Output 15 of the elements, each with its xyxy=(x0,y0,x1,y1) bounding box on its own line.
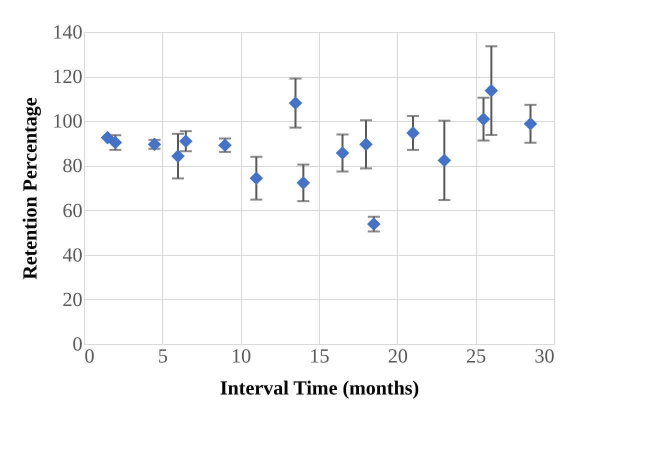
y-tick-label: 100 xyxy=(52,110,82,133)
y-tick-label: 120 xyxy=(52,66,82,88)
x-tick-label: 25 xyxy=(466,346,486,368)
y-tick-label: 60 xyxy=(62,200,82,222)
y-tick-label: 140 xyxy=(52,22,82,44)
x-tick-label: 10 xyxy=(231,346,252,368)
y-tick-label: 20 xyxy=(62,288,82,311)
x-tick-label: 15 xyxy=(310,346,330,368)
y-tick-label: 80 xyxy=(62,155,82,178)
y-axis-title: Retention Percentage xyxy=(20,97,42,280)
x-axis-title: Interval Time (months) xyxy=(220,378,420,400)
x-tick-label: 5 xyxy=(158,346,168,368)
x-tick-label: 20 xyxy=(388,346,408,368)
y-tick-label: 40 xyxy=(62,244,82,266)
x-tick-label: 30 xyxy=(534,346,554,368)
